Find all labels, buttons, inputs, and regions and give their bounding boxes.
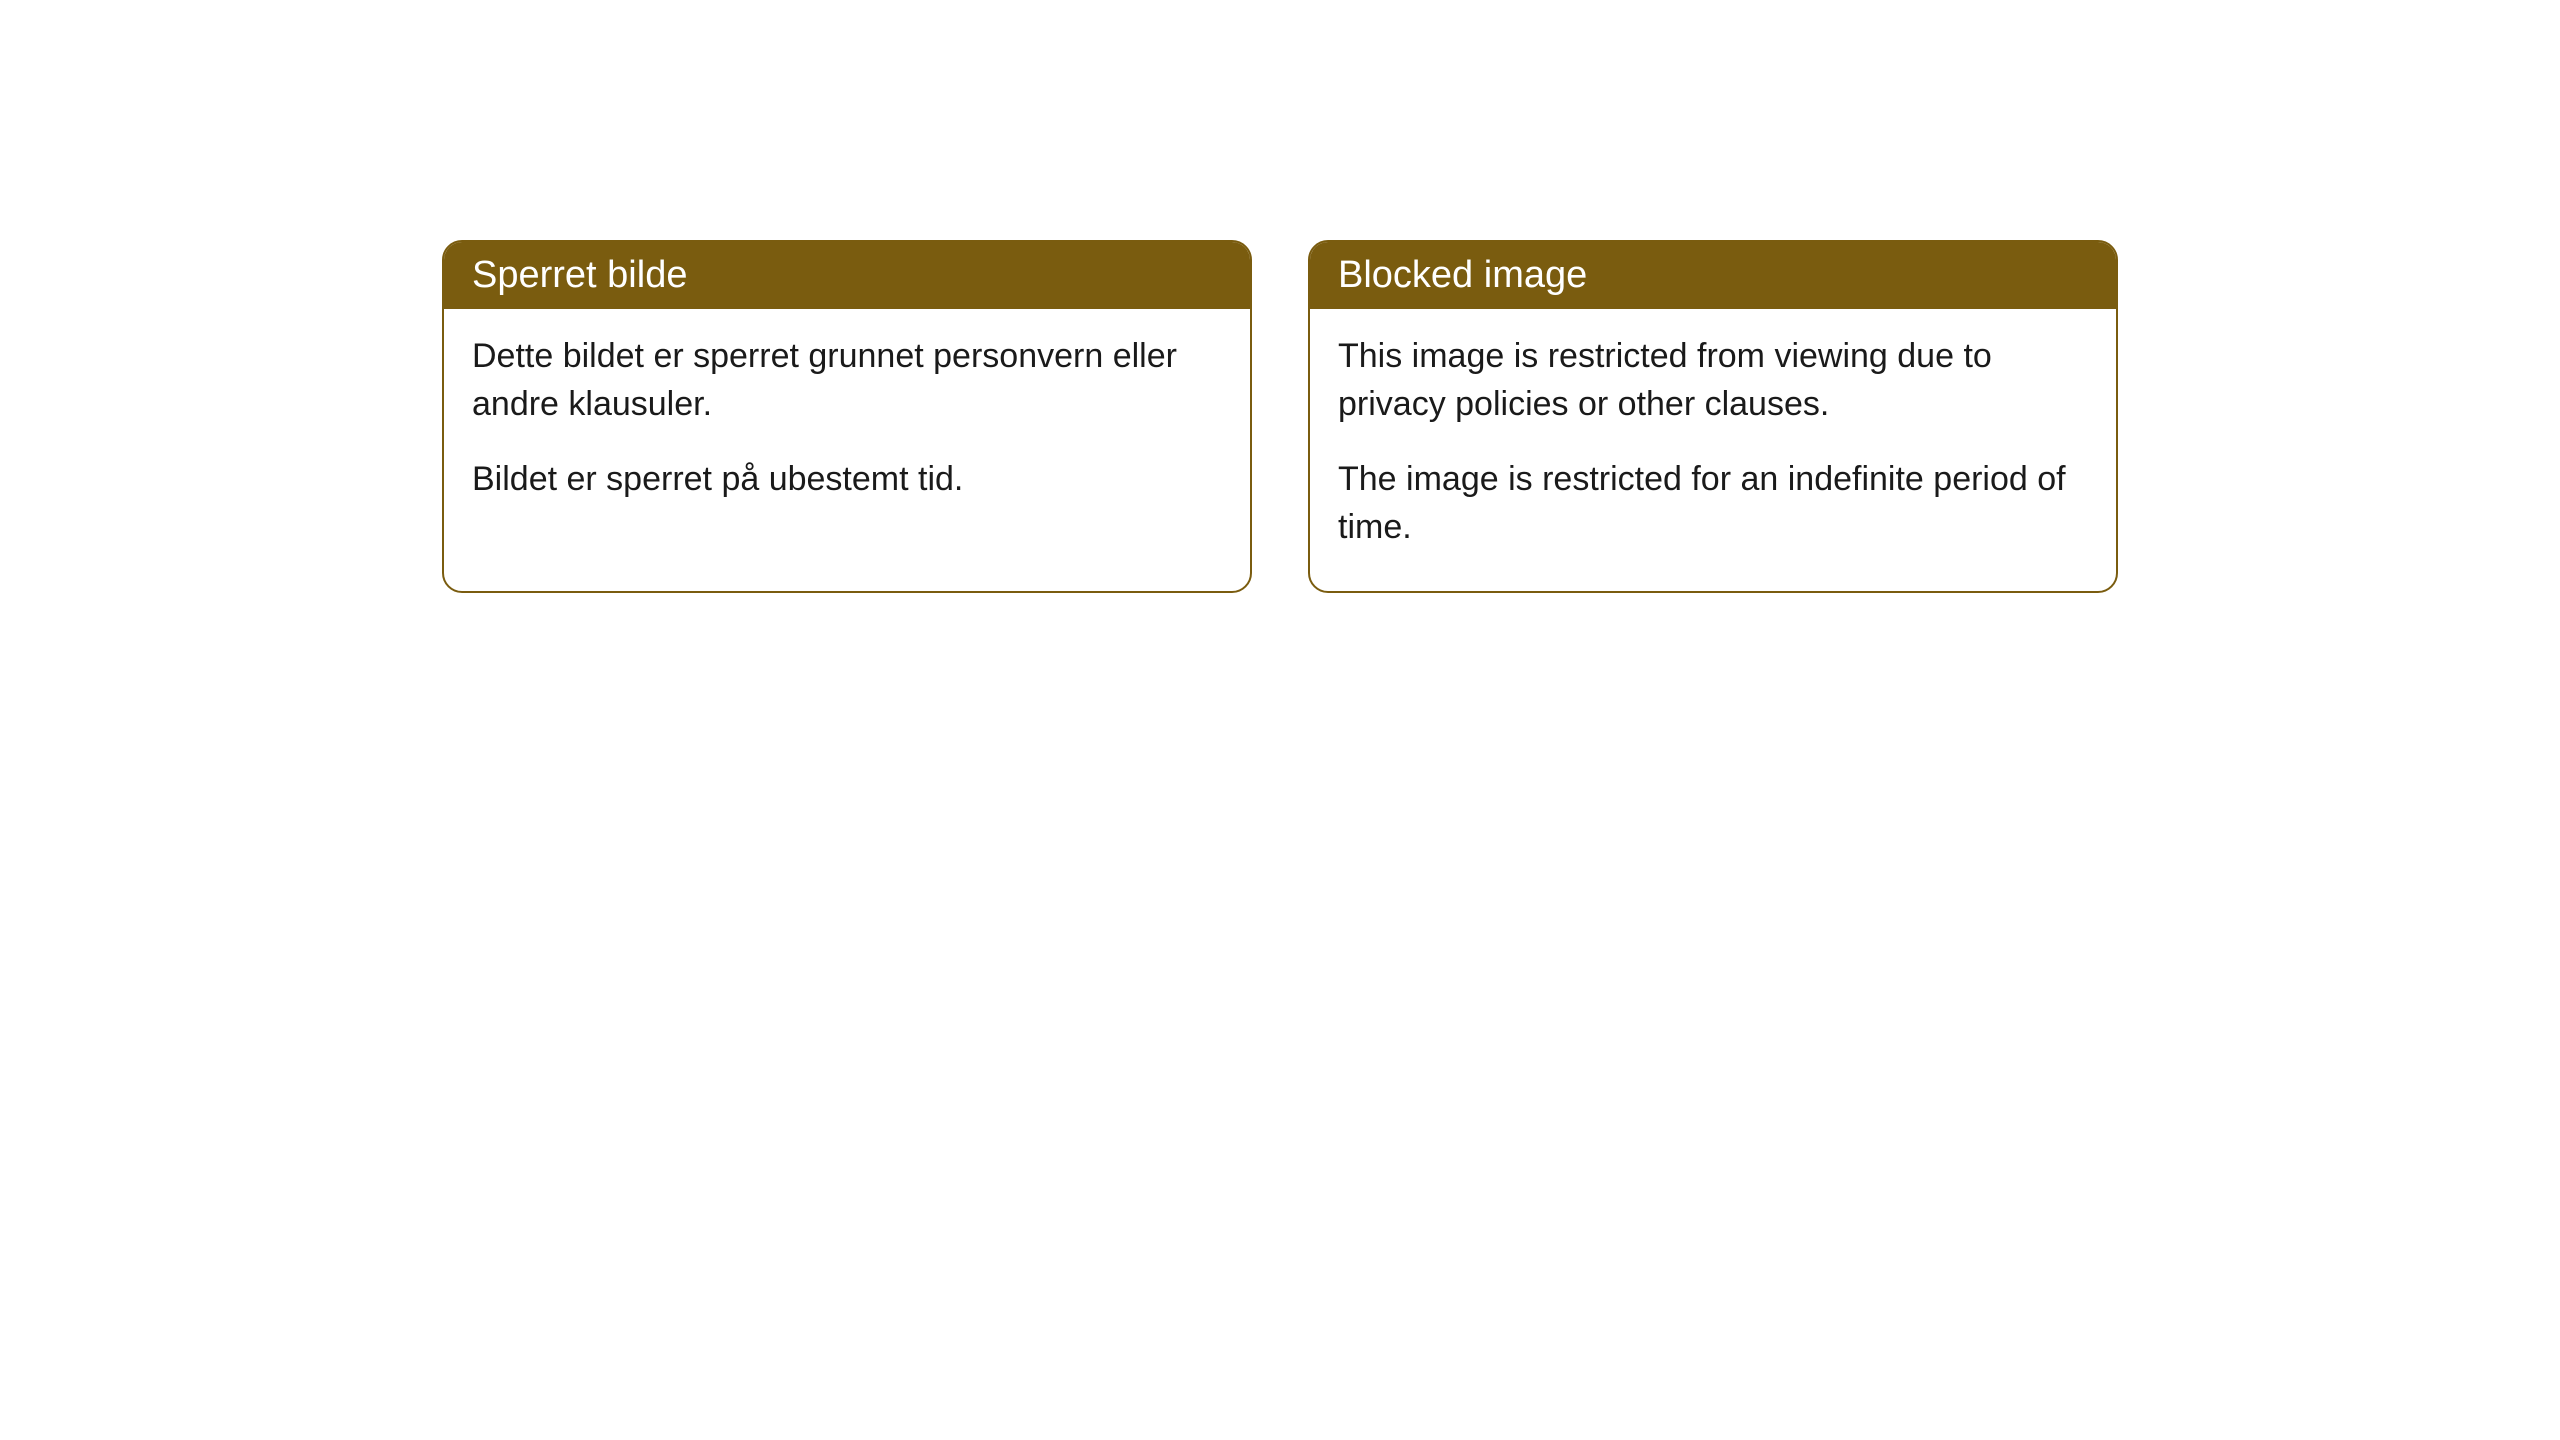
card-paragraph-1-norwegian: Dette bildet er sperret grunnet personve… (472, 333, 1222, 428)
card-body-norwegian: Dette bildet er sperret grunnet personve… (444, 309, 1250, 544)
blocked-image-card-norwegian: Sperret bilde Dette bildet er sperret gr… (442, 240, 1252, 593)
card-paragraph-2-english: The image is restricted for an indefinit… (1338, 456, 2088, 551)
card-body-english: This image is restricted from viewing du… (1310, 309, 2116, 591)
cards-container: Sperret bilde Dette bildet er sperret gr… (442, 240, 2118, 593)
card-paragraph-1-english: This image is restricted from viewing du… (1338, 333, 2088, 428)
card-header-norwegian: Sperret bilde (444, 242, 1250, 309)
blocked-image-card-english: Blocked image This image is restricted f… (1308, 240, 2118, 593)
card-paragraph-2-norwegian: Bildet er sperret på ubestemt tid. (472, 456, 1222, 504)
card-title-norwegian: Sperret bilde (472, 254, 687, 296)
card-header-english: Blocked image (1310, 242, 2116, 309)
card-title-english: Blocked image (1338, 254, 1587, 296)
